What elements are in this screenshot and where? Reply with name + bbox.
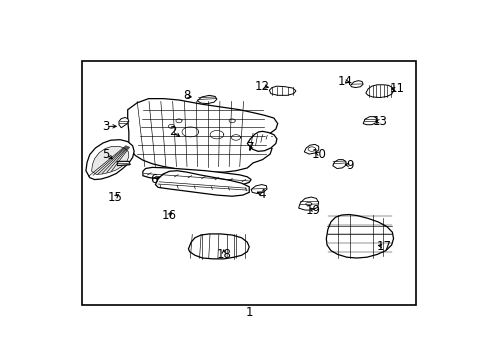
Polygon shape bbox=[270, 86, 296, 95]
Polygon shape bbox=[298, 197, 318, 210]
Polygon shape bbox=[117, 161, 130, 166]
Text: 15: 15 bbox=[108, 190, 123, 203]
Text: 6: 6 bbox=[150, 172, 158, 185]
Polygon shape bbox=[92, 146, 129, 174]
Text: 7: 7 bbox=[247, 141, 255, 154]
Text: 4: 4 bbox=[259, 188, 266, 201]
Polygon shape bbox=[143, 167, 251, 185]
Polygon shape bbox=[86, 140, 134, 180]
Polygon shape bbox=[251, 185, 267, 193]
Text: 1: 1 bbox=[245, 306, 253, 319]
Bar bbox=[82, 61, 416, 305]
Polygon shape bbox=[119, 117, 129, 128]
Text: 5: 5 bbox=[102, 148, 110, 161]
Polygon shape bbox=[247, 131, 277, 151]
Polygon shape bbox=[351, 81, 363, 87]
Polygon shape bbox=[304, 144, 319, 154]
Polygon shape bbox=[363, 117, 377, 125]
Polygon shape bbox=[128, 99, 278, 172]
Polygon shape bbox=[333, 159, 346, 168]
Text: 3: 3 bbox=[102, 120, 110, 133]
Text: 18: 18 bbox=[217, 248, 231, 261]
Text: 14: 14 bbox=[338, 75, 353, 88]
Text: 8: 8 bbox=[183, 89, 190, 102]
Text: 16: 16 bbox=[162, 208, 177, 221]
Text: 9: 9 bbox=[346, 159, 354, 172]
Polygon shape bbox=[197, 95, 217, 104]
Polygon shape bbox=[155, 171, 249, 196]
Text: 11: 11 bbox=[390, 82, 405, 95]
Polygon shape bbox=[366, 85, 393, 98]
Text: 2: 2 bbox=[170, 125, 177, 138]
Polygon shape bbox=[189, 234, 249, 259]
Text: 17: 17 bbox=[376, 240, 392, 253]
Polygon shape bbox=[326, 215, 393, 258]
Text: 13: 13 bbox=[373, 115, 388, 128]
Text: 12: 12 bbox=[255, 80, 270, 93]
Text: 10: 10 bbox=[312, 148, 327, 161]
Text: 19: 19 bbox=[306, 203, 320, 217]
